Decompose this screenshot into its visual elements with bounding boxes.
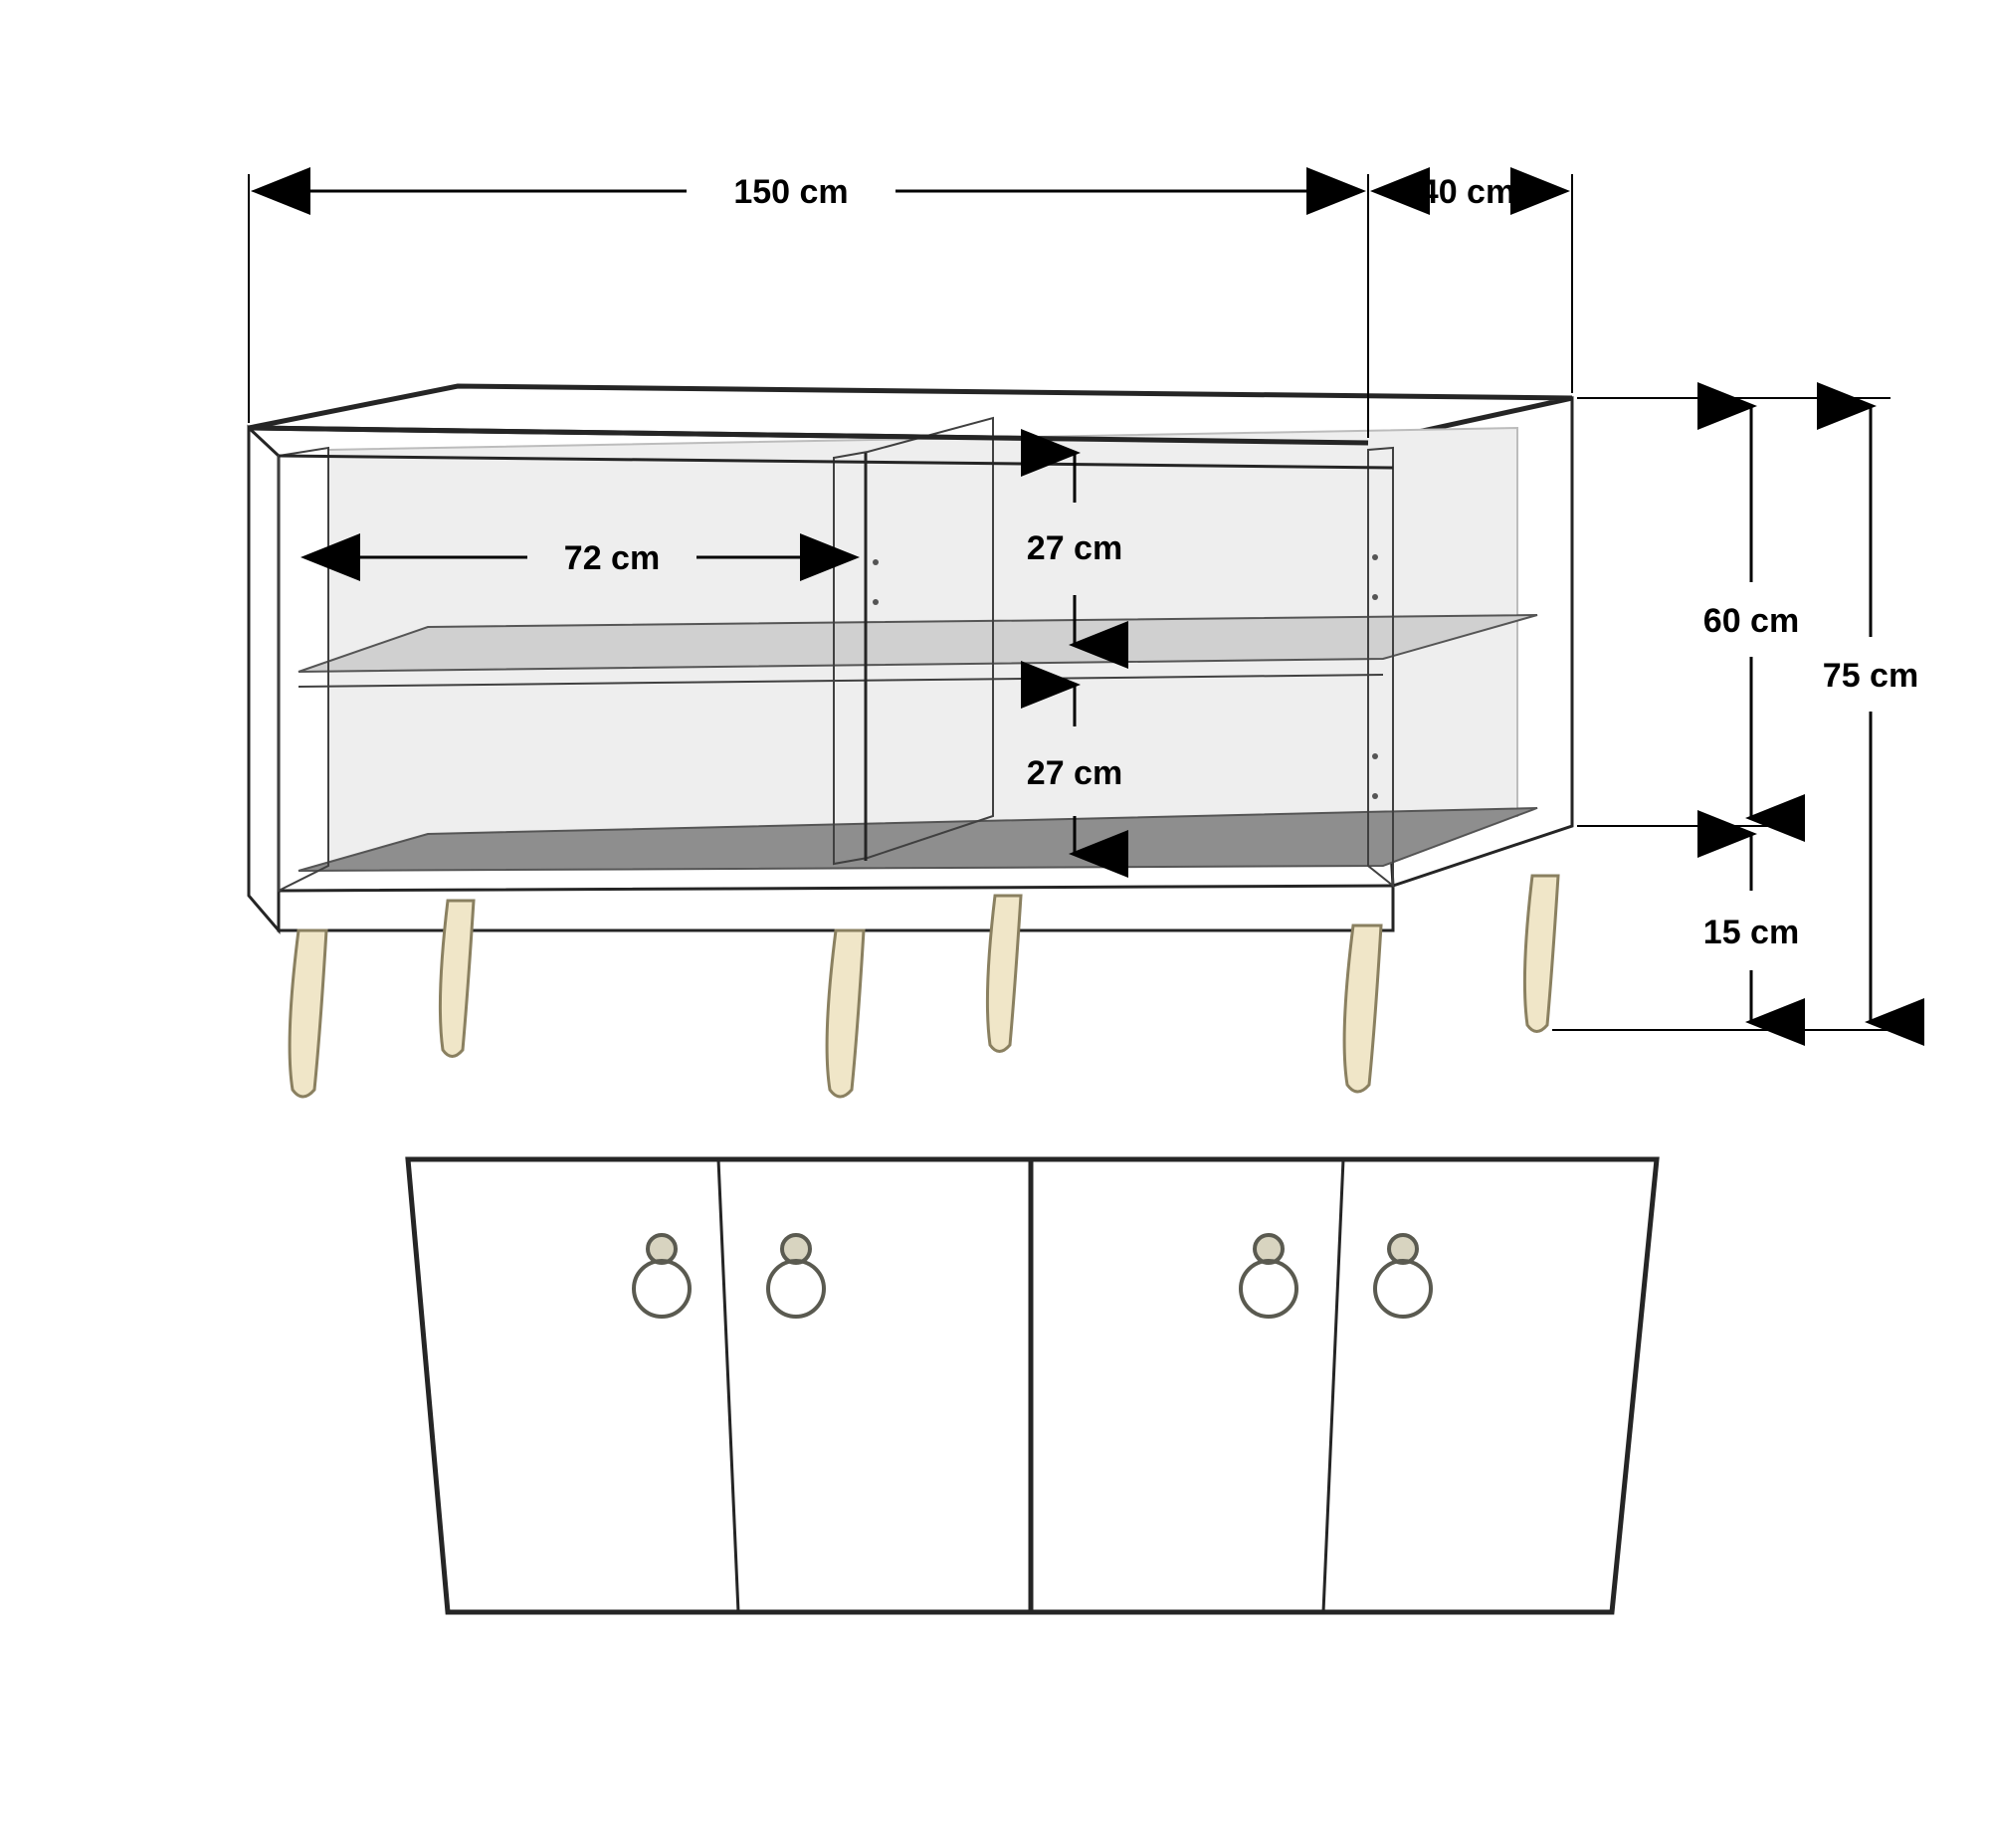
dim-inner-width-label: 72 cm [564,539,660,577]
dim-shelf-upper-label: 27 cm [1027,529,1122,567]
cabinet-legs [290,876,1558,1097]
dim-width-150: 150 cm [249,173,1368,438]
door-handle [1375,1235,1431,1317]
dim-width-label: 150 cm [733,173,848,211]
door-handle [1241,1235,1296,1317]
dim-depth-40: 40 cm [1376,173,1572,393]
dim-leg-height-label: 15 cm [1703,914,1799,951]
dim-total-height-label: 75 cm [1823,657,1918,695]
dim-depth-label: 40 cm [1420,173,1515,211]
cabinet-body [249,386,1572,930]
door-handle [768,1235,824,1317]
dim-leg-height-15: 15 cm [1703,834,1799,1022]
dim-total-height-75: 75 cm [1823,406,1918,1022]
dim-shelf-lower-label: 27 cm [1027,754,1122,792]
dim-body-height-60: 60 cm [1703,406,1799,818]
door-handle [634,1235,690,1317]
door-panels [408,1159,1657,1612]
furniture-dimension-diagram: 150 cm 40 cm 72 cm 27 cm 27 cm 60 cm 1 [0,0,1990,1848]
dim-body-height-label: 60 cm [1703,602,1799,640]
